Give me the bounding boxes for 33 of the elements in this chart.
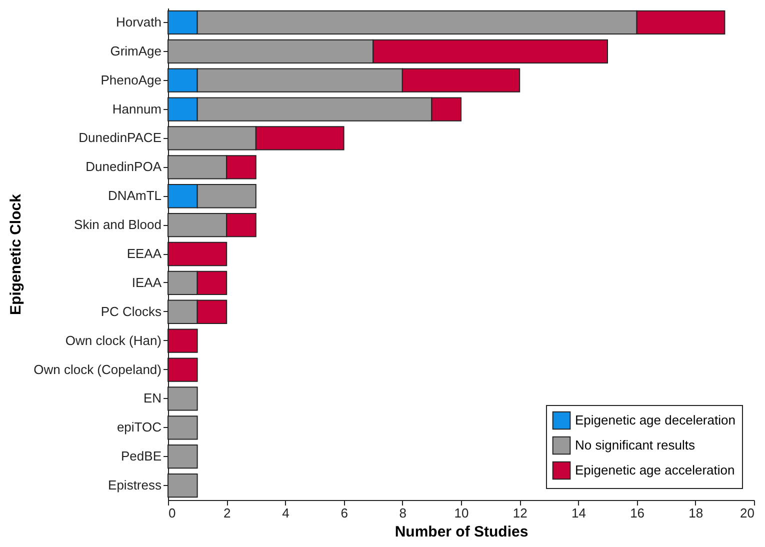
y-tick-label: IEAA	[132, 274, 162, 290]
x-tick-label: 14	[571, 506, 586, 520]
legend-label: Epigenetic age acceleration	[575, 462, 735, 478]
y-tick-label: Skin and Blood	[74, 217, 162, 232]
y-tick-label: GrimAge	[110, 43, 162, 58]
x-axis-title: Number of Studies	[394, 524, 528, 540]
y-tick-label: DNAmTL	[108, 188, 162, 204]
y-tick-label: Epistress	[108, 478, 162, 493]
y-tick-label: Own clock (Han)	[65, 332, 162, 348]
x-tick-label: 20	[740, 506, 754, 520]
y-axis-title: Epigenetic Clock	[8, 193, 25, 315]
y-tick-label: Own clock (Copeland)	[34, 362, 162, 377]
legend-label: No significant results	[575, 438, 696, 452]
x-tick-label: 0	[168, 506, 176, 520]
x-tick-label: 6	[340, 506, 348, 520]
y-tick-label: DunedinPOA	[86, 159, 162, 174]
y-tick-label: epiTOC	[116, 420, 162, 435]
x-tick-label: 18	[688, 506, 704, 520]
x-tick-label: 10	[454, 506, 469, 520]
y-tick-label: DunedinPACE	[78, 130, 162, 146]
x-tick-label: 16	[630, 506, 645, 520]
y-tick-label: PedBE	[121, 448, 162, 464]
y-tick-label: Horvath	[116, 14, 162, 30]
x-tick-label: 8	[399, 506, 407, 520]
y-tick-label: PhenoAge	[100, 72, 162, 88]
x-tick-label: 4	[282, 506, 290, 520]
x-tick-label: 2	[223, 506, 231, 520]
y-tick-label: Hannum	[112, 101, 162, 116]
y-tick-label: EN	[143, 390, 162, 406]
y-tick-label: EEAA	[126, 246, 162, 261]
legend-label: Epigenetic age deceleration	[575, 412, 736, 428]
x-tick-label: 12	[512, 506, 528, 520]
y-tick-label: PC Clocks	[100, 304, 162, 319]
